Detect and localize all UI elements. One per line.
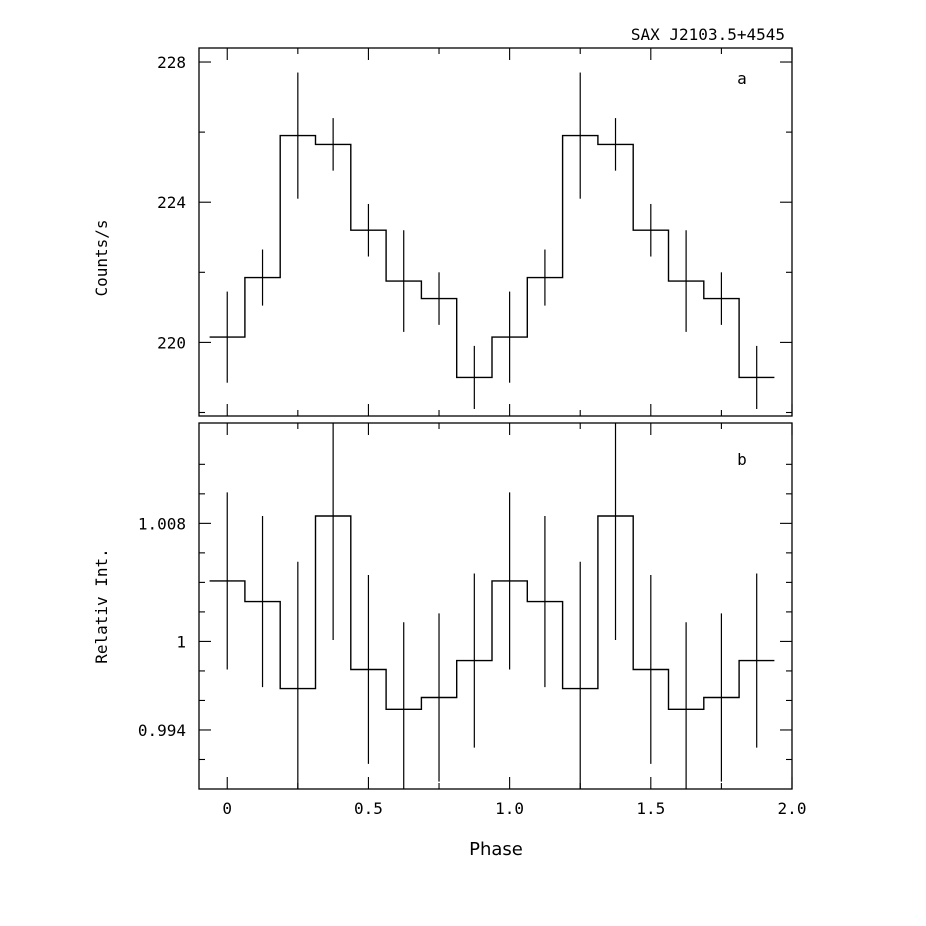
chart-title: SAX J2103.5+4545 — [631, 25, 785, 44]
panel-b-ticks — [199, 423, 793, 789]
x-axis-tick-labels: 0 0.5 1.0 1.5 2.0 — [222, 799, 806, 818]
x-tick-label: 1.0 — [495, 799, 524, 818]
panel-a-ticks — [199, 48, 793, 416]
panel-b-frame — [198, 422, 793, 790]
panel-a-y-axis-label: Counts/s — [92, 219, 111, 296]
y-tick-label: 224 — [157, 193, 186, 212]
panel-b-label: b — [737, 450, 747, 469]
x-tick-label: 0.5 — [354, 799, 383, 818]
panel-a-step-line — [209, 134, 775, 379]
panel-b-y-tick-labels: 0.994 1 1.008 — [138, 514, 186, 740]
y-tick-label: 228 — [157, 53, 186, 72]
x-tick-label: 1.5 — [636, 799, 665, 818]
y-tick-label: 1 — [176, 632, 186, 651]
x-tick-label: 2.0 — [778, 799, 807, 818]
y-tick-label: 0.994 — [138, 721, 186, 740]
panel-b-error-bars — [226, 423, 758, 789]
panel-a-counts: 220 224 228 a Counts/s — [92, 47, 793, 417]
panel-a-frame — [198, 47, 793, 417]
panel-a-label: a — [737, 69, 747, 88]
x-axis-label: Phase — [469, 839, 523, 860]
panel-a-y-tick-labels: 220 224 228 — [157, 53, 186, 352]
panel-b-y-axis-label: Relativ Int. — [92, 548, 111, 664]
panel-b-relative-intensity: 0.994 1 1.008 b Relativ Int. — [92, 422, 793, 790]
panel-b-step-line — [209, 515, 775, 710]
y-tick-label: 220 — [157, 333, 186, 352]
panel-a-error-bars — [226, 72, 758, 409]
x-tick-label: 0 — [222, 799, 232, 818]
y-tick-label: 1.008 — [138, 514, 186, 533]
